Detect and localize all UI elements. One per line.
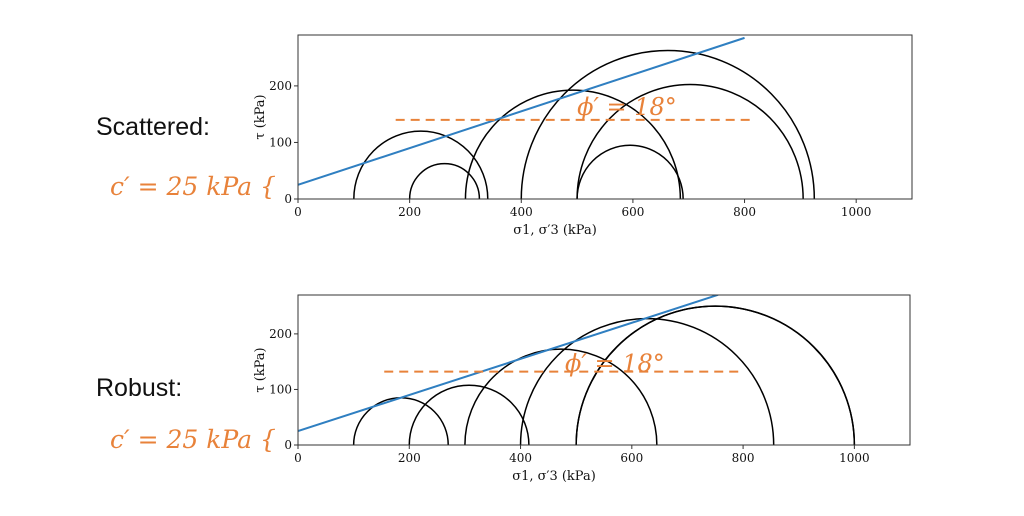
chart1-y-axis-label: τ (kPa) (253, 94, 268, 139)
chart2-y-tick-label: 100 (269, 382, 292, 396)
chart1-x-axis-label: σ1, σ′3 (kPa) (513, 223, 597, 238)
chart1-y-tick-label: 0 (284, 192, 292, 206)
chart2-y-axis-label: τ (kPa) (253, 347, 268, 392)
chart1-phi-annotation: ϕ′ = 18° (577, 93, 677, 121)
robust-label: Robust: (96, 374, 183, 402)
chart1-mohr-circle-6 (576, 144, 684, 199)
cohesion-scattered-label: c′ = 25 kPa { (110, 172, 276, 201)
chart2-mohr-circle-4 (519, 317, 775, 445)
chart2-x-tick-label: 1000 (839, 451, 870, 465)
chart1-mohr-circle-4 (520, 50, 816, 199)
chart1-mohr-circle-1 (353, 130, 489, 199)
chart1-x-tick-label: 400 (510, 205, 533, 219)
chart2-mohr-circle-1 (352, 397, 449, 445)
chart1-mohr-circle-3 (464, 89, 682, 199)
chart1-x-tick-label: 0 (294, 205, 302, 219)
chart1-x-tick-label: 600 (621, 205, 644, 219)
chart1-y-tick-label: 100 (269, 135, 292, 149)
chart1-mohr-circle-5 (576, 83, 804, 199)
chart2-x-tick-label: 600 (620, 451, 643, 465)
chart2-x-tick-label: 400 (509, 451, 532, 465)
chart2-x-axis-label: σ1, σ′3 (kPa) (512, 469, 596, 484)
chart2-axes-frame (297, 294, 911, 446)
chart2-y-tick-label: 200 (269, 327, 292, 341)
chart2-x-tick-label: 800 (732, 451, 755, 465)
scattered-label: Scattered: (96, 113, 210, 141)
chart1-axes-frame (297, 34, 913, 200)
chart1-failure-envelope (298, 36, 745, 186)
chart1-y-tick-label: 200 (269, 79, 292, 93)
chart2-x-tick-label: 200 (398, 451, 421, 465)
chart1-mohr-circle-2 (408, 162, 481, 199)
chart2-x-tick-label: 0 (294, 451, 302, 465)
chart2-mohr-circle-6 (575, 305, 856, 445)
chart2-failure-envelope (298, 295, 719, 433)
chart2-y-tick-label: 0 (284, 438, 292, 452)
chart2-phi-annotation: ϕ′ = 18° (565, 349, 665, 377)
chart1-x-tick-label: 200 (398, 205, 421, 219)
chart1-x-tick-label: 1000 (841, 205, 872, 219)
cohesion-robust-label: c′ = 25 kPa { (110, 425, 276, 454)
chart2-mohr-circle-3 (464, 348, 658, 445)
chart1-x-tick-label: 800 (733, 205, 756, 219)
